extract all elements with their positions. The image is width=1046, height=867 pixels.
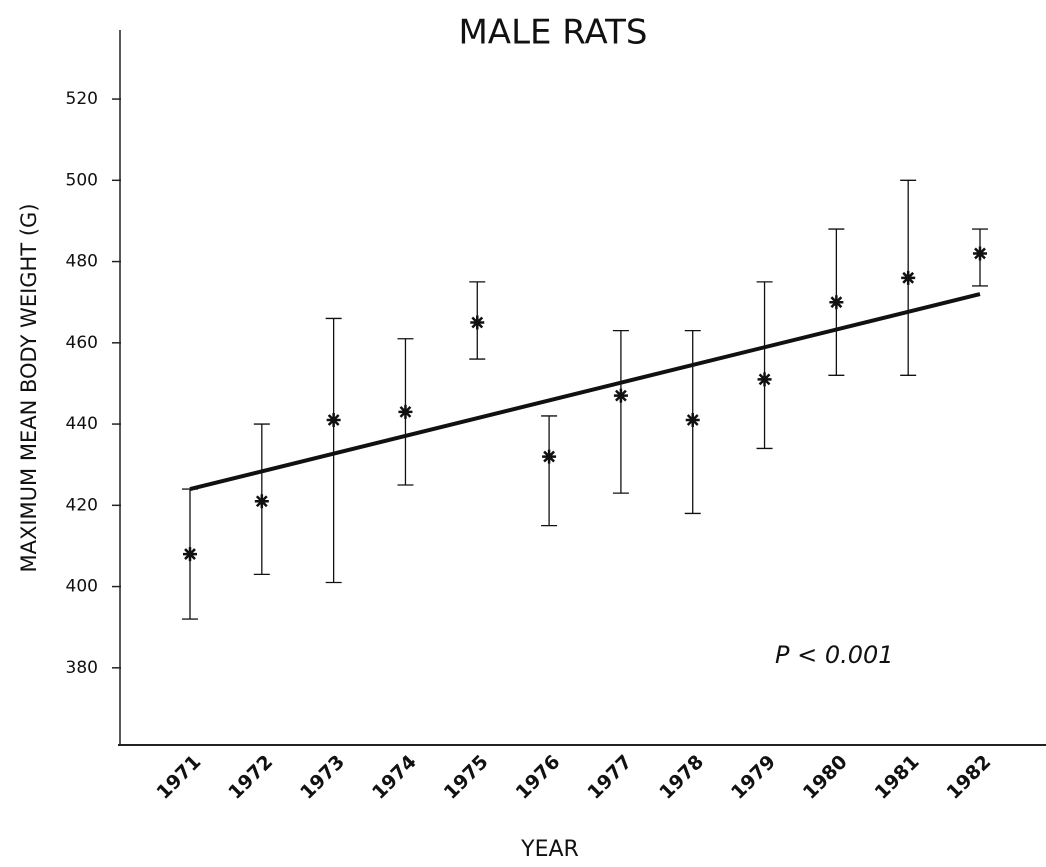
x-tick-label: 1978 [655, 751, 708, 804]
x-tick-label: 1979 [727, 751, 780, 804]
annotation: P < 0.001 [775, 641, 894, 669]
marker [829, 295, 844, 310]
marker [398, 404, 413, 419]
chart-title: MALE RATS [458, 13, 647, 53]
marker [613, 388, 628, 403]
x-tick-label: 1973 [296, 751, 349, 804]
marker [254, 494, 269, 509]
error-bar [612, 329, 629, 494]
x-tick-label: 1981 [871, 751, 924, 804]
marker [183, 547, 197, 562]
marker [757, 372, 772, 387]
y-tick-label: 460 [66, 333, 98, 353]
y-tick-label: 380 [66, 658, 98, 678]
marker [470, 315, 485, 330]
y-axis-label: MAXIMUM MEAN BODY WEIGHT (G) [17, 203, 41, 572]
x-tick-label: 1976 [512, 751, 565, 804]
x-axis-label: YEAR [520, 837, 579, 862]
marker [326, 413, 341, 427]
x-tick-label: 1974 [368, 751, 421, 804]
y-tick-label: 440 [66, 414, 98, 434]
y-tick-label: 480 [66, 252, 98, 272]
y-tick-label: 400 [66, 577, 98, 597]
y-tick-label: 420 [66, 495, 98, 515]
x-tick-label: 1982 [942, 751, 995, 804]
x-tick-label: 1975 [440, 751, 493, 804]
marker [901, 270, 916, 285]
error-bar [756, 281, 773, 450]
x-tick-label: 1980 [799, 751, 852, 804]
x-tick-label: 1972 [224, 751, 277, 804]
y-tick-label: 520 [66, 89, 98, 109]
error-bar [541, 415, 558, 527]
error-bar [325, 317, 342, 584]
marker [542, 449, 557, 464]
y-tick-label: 500 [66, 170, 98, 190]
x-tick-label: 1971 [152, 751, 205, 804]
x-tick-label: 1977 [583, 751, 636, 804]
marker [685, 413, 700, 427]
marker [973, 246, 987, 261]
trend-line [189, 292, 981, 492]
